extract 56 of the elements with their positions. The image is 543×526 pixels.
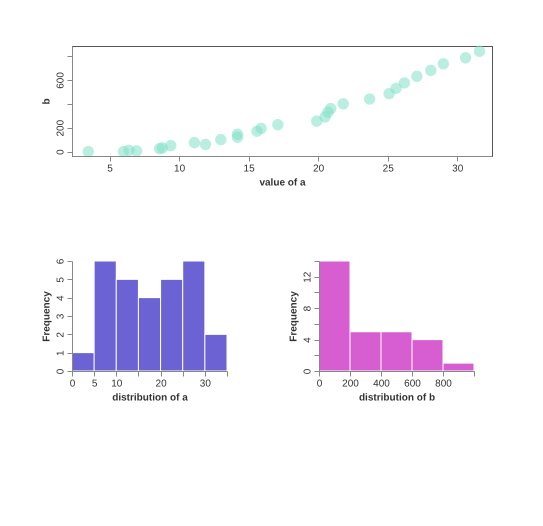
x-axis-title: distribution of b [358,392,436,404]
point [474,46,486,57]
point [232,132,244,143]
point [425,64,437,76]
y-tick-label: 0 [56,148,66,155]
point [411,70,423,82]
point [272,119,284,130]
y-tick-label: 5 [56,276,66,283]
point [337,98,349,110]
x-tick-label: 15 [244,164,256,174]
x-axis-title: distribution of a [112,392,188,404]
y-tick-label: 3 [56,313,66,320]
x-tick-label: 20 [313,164,325,174]
y-axis-title: Frequency [288,290,300,342]
y-tick-label: 1 [56,350,66,356]
y-tick-label: 4 [56,294,66,301]
x-tick-label: 0 [70,378,76,390]
y-tick-label: 4 [302,336,314,343]
y-tick-label: 8 [302,305,314,312]
point [398,77,410,89]
point [130,145,142,157]
x-axis-title: value of a [259,178,306,188]
point [215,134,227,146]
x-tick-label: 30 [452,164,464,174]
y-tick-label: 6 [56,258,66,264]
point [460,52,472,64]
point [255,122,267,134]
x-tick-label: 10 [111,378,123,390]
y-tick-label: 0 [302,368,314,374]
y-axis-title: Frequency [42,290,52,342]
x-tick-label: 400 [373,378,390,390]
x-tick-label: 800 [435,378,452,390]
point [200,138,212,150]
point [188,136,200,148]
y-tick-label: 12 [302,271,314,283]
x-tick-label: 25 [382,164,394,174]
x-tick-label: 5 [107,164,114,174]
x-tick-label: 0 [316,378,323,390]
point [364,93,376,105]
y-tick-label: 200 [56,119,66,137]
x-tick-label: 5 [92,378,98,390]
y-axis-title: b [42,98,52,105]
point [165,140,176,152]
x-tick-label: 600 [404,378,422,390]
y-tick-label: 600 [56,72,66,89]
x-tick-label: 30 [200,378,212,390]
point [324,102,336,114]
x-tick-label: 200 [342,378,360,390]
x-tick-label: 10 [174,164,186,174]
point [390,82,402,94]
x-tick-label: 20 [156,378,168,390]
point [82,146,94,158]
y-tick-label: 0 [56,368,66,374]
point [311,115,322,127]
y-tick-label: 2 [56,332,66,338]
point [438,58,450,70]
